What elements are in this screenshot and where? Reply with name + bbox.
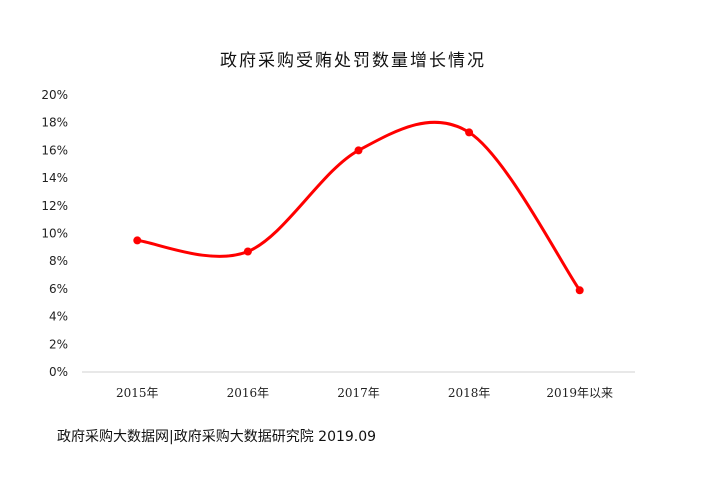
y-tick-label: 20% bbox=[41, 88, 68, 102]
y-tick-label: 16% bbox=[41, 143, 68, 157]
y-tick-label: 6% bbox=[49, 282, 68, 296]
data-points bbox=[133, 128, 584, 295]
y-tick-label: 12% bbox=[41, 199, 68, 213]
y-tick-label: 18% bbox=[41, 116, 68, 130]
y-tick-label: 2% bbox=[49, 337, 68, 351]
y-tick-label: 10% bbox=[41, 227, 68, 241]
x-tick-label: 2016年 bbox=[227, 386, 270, 400]
series-line bbox=[137, 120, 581, 292]
y-axis-ticks: 0% 2% 4% 6% 8% 10% 12% 14% 16% 18% 20% bbox=[41, 88, 68, 379]
chart-title: 政府采购受贿处罚数量增长情况 bbox=[220, 51, 486, 71]
data-point bbox=[575, 286, 584, 295]
data-point bbox=[354, 146, 363, 155]
x-tick-label: 2017年 bbox=[337, 386, 380, 400]
y-tick-label: 14% bbox=[41, 171, 68, 185]
y-tick-label: 0% bbox=[49, 365, 68, 379]
x-tick-label: 2018年 bbox=[448, 386, 491, 400]
source-footer: 政府采购大数据网|政府采购大数据研究院 2019.09 bbox=[57, 429, 377, 445]
y-tick-label: 8% bbox=[49, 254, 68, 268]
x-tick-label: 2015年 bbox=[116, 386, 159, 400]
data-point bbox=[243, 247, 252, 256]
x-tick-label: 2019年以来 bbox=[546, 386, 613, 400]
y-tick-label: 4% bbox=[49, 310, 68, 324]
data-point bbox=[465, 128, 474, 137]
x-axis-ticks: 2015年 2016年 2017年 2018年 2019年以来 bbox=[116, 386, 613, 400]
data-point bbox=[133, 236, 142, 245]
